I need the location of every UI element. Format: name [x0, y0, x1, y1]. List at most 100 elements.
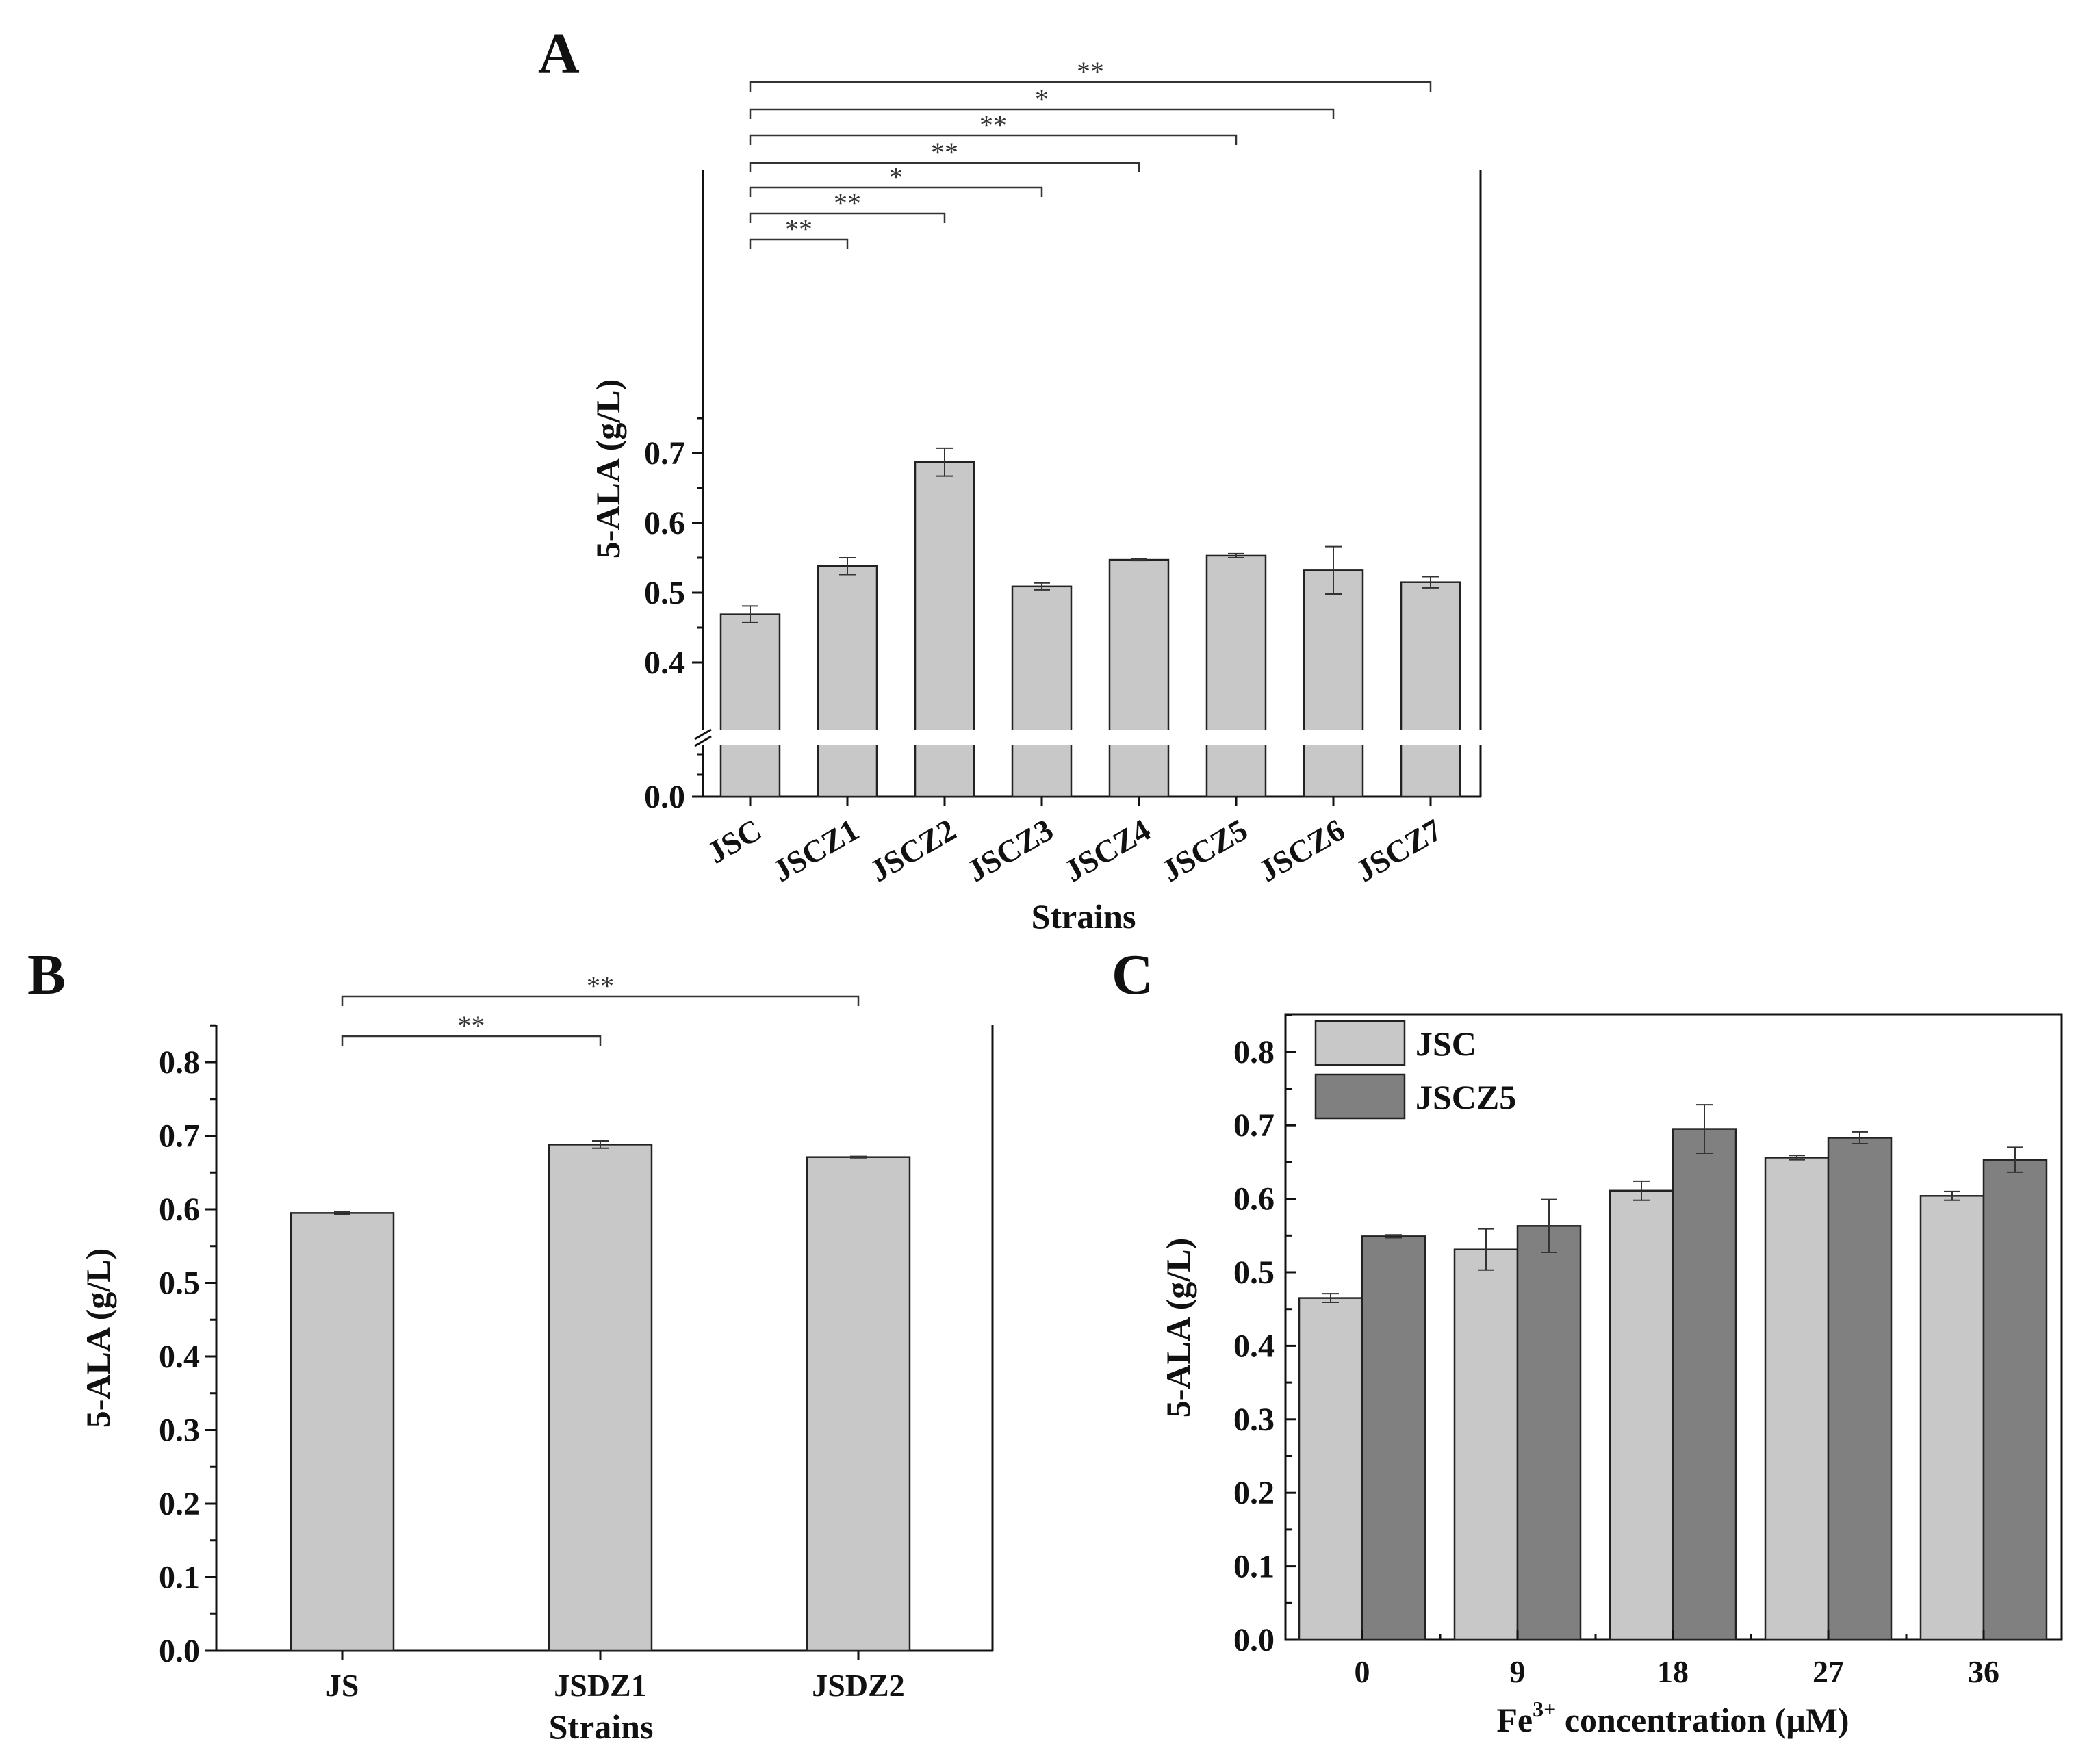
panel-a-significance-bracket [749, 212, 946, 223]
panel-c-category-label: 18 [1657, 1654, 1689, 1689]
panel-a-significance-label: ** [979, 110, 1007, 140]
panel-b-bar-js [290, 1212, 395, 1652]
x-label-fe: Fe [1496, 1701, 1533, 1739]
panel-a-category-label: JSCZ4 [1058, 812, 1156, 888]
panel-b-y-ticks: 0.0 0.1 0.2 0.3 0.4 0.5 0.6 0.7 0.8 [159, 1024, 216, 1669]
panel-c-letter: C [1112, 943, 1153, 1007]
panel-a-significance-label: ** [1077, 56, 1104, 87]
panel-a-bar-jscz2 [914, 461, 975, 798]
panel-a-break-mark-lower [694, 735, 712, 747]
panel-a-bar-jsc [719, 613, 781, 798]
panel-a-y-axis-label: 5-ALA (g/L) [589, 379, 627, 559]
panel-c-y-tick-label: 0.0 [1233, 1622, 1275, 1658]
panel-c-category-label: 27 [1813, 1654, 1844, 1689]
panel-b-category-labels: JS JSDZ1 JSDZ2 [326, 1651, 905, 1703]
panel-a-x-axis-label: Strains [1032, 897, 1136, 936]
panel-c-bar-jsc-18 [1609, 1189, 1674, 1641]
panel-c-y-tick-label: 0.8 [1233, 1034, 1275, 1070]
panel-b-y-tick-label: 0.8 [159, 1044, 200, 1081]
panel-a-bar-jscz1 [817, 565, 878, 798]
legend-swatch-jscz5 [1314, 1073, 1406, 1120]
panel-a-break-mark-upper [694, 728, 712, 741]
panel-c-category-label: 36 [1968, 1654, 1999, 1689]
panel-c-bars [1298, 1104, 2048, 1641]
panel-b-significance-label: ** [458, 1010, 485, 1041]
panel-c-y-axis-label: 5-ALA (g/L) [1159, 1238, 1197, 1418]
panel-b-y-tick-label: 0.5 [159, 1265, 200, 1302]
panel-b-y-tick-label: 0.2 [159, 1486, 200, 1522]
panel-c-bar-jscz5-27 [1827, 1137, 1893, 1641]
panel-c-y-tick-label: 0.1 [1233, 1549, 1275, 1585]
legend-label-jsc: JSC [1416, 1025, 1476, 1063]
panel-a-bar-jscz7 [1400, 581, 1461, 798]
panel-a-significance-label: ** [785, 214, 812, 244]
panel-a-category-label: JSCZ2 [864, 812, 962, 888]
panel-c-bar-jscz5-9 [1516, 1225, 1582, 1641]
panel-a-category-label: JSCZ6 [1253, 812, 1350, 888]
panel-b-significance-bracket [341, 1035, 602, 1046]
x-label-superscript: 3+ [1533, 1697, 1556, 1721]
panel-c-bar-jscz5-36 [1982, 1159, 2048, 1641]
panel-c-y-tick-label: 0.5 [1233, 1254, 1275, 1291]
panel-a: A 0.00.40.50.60.7 ************ JSC JSCZ1 J… [538, 22, 1489, 936]
panel-a-significance-label: * [1035, 83, 1049, 114]
panel-a-axis-break-band [695, 730, 1489, 745]
legend-label-jscz5: JSCZ5 [1416, 1078, 1516, 1116]
panel-a-category-label: JSCZ5 [1155, 812, 1253, 888]
panel-b: B 0.0 0.1 0.2 0.3 0.4 0.5 0.6 0.7 0.8 ** ** JS JSD… [27, 943, 994, 1746]
panel-a-significance-label: * [889, 162, 903, 192]
panel-c-category-label: 0 [1355, 1654, 1370, 1689]
panel-c-y-tick-label: 0.4 [1233, 1328, 1275, 1364]
panel-b-bar-jsdz1 [548, 1144, 653, 1652]
legend-swatch-jsc [1314, 1020, 1406, 1066]
panel-c-y-tick-label: 0.2 [1233, 1475, 1275, 1511]
panel-a-significance-label: ** [931, 137, 958, 168]
panel-c-y-tick-label: 0.3 [1233, 1402, 1275, 1438]
panel-a-significance-label: ** [834, 188, 861, 218]
panel-b-significance-label: ** [587, 970, 614, 1001]
panel-a-category-label: JSCZ7 [1350, 812, 1448, 888]
panel-a-y-tick-label: 0.0 [644, 779, 685, 815]
panel-b-bar-jsdz2 [806, 1156, 911, 1652]
panel-b-letter: B [27, 943, 66, 1007]
panel-b-y-tick-label: 0.0 [159, 1633, 200, 1669]
panel-b-bars [290, 1140, 911, 1652]
panel-b-x-axis-label: Strains [549, 1708, 654, 1746]
panel-c-bar-jsc-27 [1764, 1157, 1830, 1641]
panel-c-bar-jscz5-0 [1361, 1235, 1426, 1641]
panel-a-significance-bracket [749, 134, 1238, 145]
panel-c-bar-jsc-36 [1919, 1195, 1985, 1641]
panel-a-bar-jscz5 [1205, 554, 1267, 798]
panel-a-significance-bracket [749, 238, 849, 249]
panel-a-y-ticks: 0.0 0.4 0.5 0.6 0.7 [644, 417, 703, 815]
panel-a-category-label: JSC [702, 812, 767, 870]
panel-b-y-tick-label: 0.1 [159, 1560, 200, 1596]
panel-b-y-tick-label: 0.6 [159, 1192, 200, 1228]
panel-c-y-ticks: 0.0 0.1 0.2 0.3 0.4 0.5 0.6 0.7 0.8 [1233, 1014, 1296, 1658]
panel-c-x-axis-label: Fe3+ concentration (μM) [1496, 1697, 1849, 1739]
panel-c-y-tick-label: 0.7 [1233, 1107, 1275, 1144]
panel-a-bar-jscz6 [1303, 569, 1364, 798]
panel-b-y-tick-label: 0.3 [159, 1413, 200, 1449]
panel-a-category-labels: JSC JSCZ1 JSCZ2 JSCZ3 JSCZ4 JSCZ5 JSCZ6 JSCZ7 [702, 797, 1448, 888]
panel-b-y-tick-label: 0.4 [159, 1339, 200, 1375]
panel-b-category-label: JS [326, 1668, 359, 1703]
panel-a-y-tick-label: 0.4 [644, 645, 685, 681]
panel-c-category-labels: 0 9 18 27 36 [1355, 1630, 1999, 1689]
panel-a-y-tick-label: 0.7 [644, 435, 685, 472]
panel-a-significance-bracket [749, 162, 1140, 172]
panel-a-significance: ************ [749, 56, 1432, 249]
panel-a-category-label: JSCZ3 [961, 812, 1059, 888]
x-label-rest: concentration (μM) [1556, 1701, 1849, 1739]
panel-b-category-label: JSDZ2 [812, 1668, 904, 1703]
panel-b-significance: ** ** [341, 970, 860, 1046]
panel-a-y-tick-label: 0.5 [644, 575, 685, 611]
panel-c-bar-jsc-9 [1453, 1248, 1519, 1641]
panel-a-bar-jscz3 [1011, 585, 1073, 798]
panel-b-significance-bracket [341, 995, 860, 1006]
panel-c-legend: JSC JSCZ5 [1314, 1020, 1516, 1120]
panel-c-bar-jscz5-18 [1672, 1128, 1737, 1641]
panel-a-significance-bracket [749, 186, 1043, 197]
panel-c-y-tick-label: 0.6 [1233, 1181, 1275, 1218]
